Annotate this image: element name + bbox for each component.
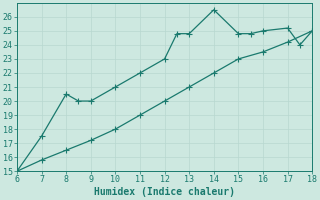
X-axis label: Humidex (Indice chaleur): Humidex (Indice chaleur) xyxy=(94,187,235,197)
